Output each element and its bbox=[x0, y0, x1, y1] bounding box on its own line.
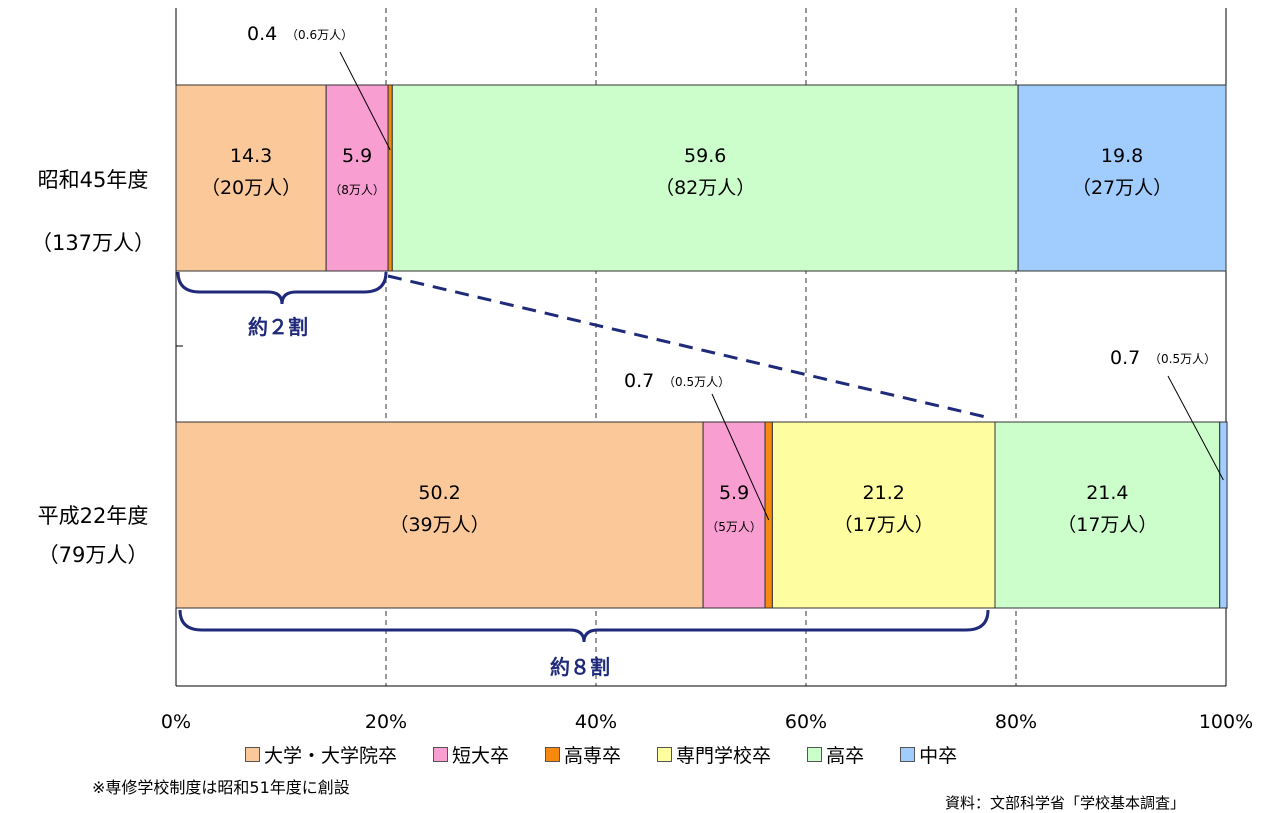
bar-segment bbox=[771, 421, 996, 609]
data-label-count: （5万人） bbox=[706, 520, 762, 534]
bar-segment bbox=[387, 84, 393, 272]
data-label-value: 5.9 bbox=[719, 482, 749, 504]
legend-item: 短大卒 bbox=[433, 741, 509, 768]
data-label-count: （20万人） bbox=[201, 177, 301, 199]
legend-item: 大学・大学院卒 bbox=[245, 741, 397, 768]
data-label-value: 21.4 bbox=[1086, 482, 1128, 504]
x-tick-label: 20% bbox=[365, 711, 407, 733]
source-note: 資料：文部科学省「学校基本調査」 bbox=[945, 794, 1186, 812]
legend-item: 専門学校卒 bbox=[657, 741, 771, 768]
bar-segment bbox=[175, 84, 327, 272]
connector-dashed-line bbox=[387, 274, 991, 420]
data-label-value: 19.8 bbox=[1101, 145, 1143, 167]
bar-segment bbox=[1219, 421, 1228, 609]
bar-segment bbox=[325, 84, 389, 272]
bar-segment bbox=[994, 421, 1221, 609]
legend-swatch bbox=[433, 747, 449, 762]
brace-s45-label: 約２割 bbox=[248, 315, 308, 339]
bar-segment bbox=[702, 421, 766, 609]
legend-label: 高卒 bbox=[826, 745, 865, 767]
category-sublabel: （79万人） bbox=[38, 543, 149, 567]
data-label-value: 59.6 bbox=[684, 145, 726, 167]
x-tick-label: 60% bbox=[785, 711, 827, 733]
data-label-count: （82万人） bbox=[655, 177, 755, 199]
legend-swatch bbox=[245, 747, 260, 762]
x-tick-label: 0% bbox=[161, 711, 191, 733]
brace-s45 bbox=[176, 271, 388, 305]
callout-kosen-s45-count: （0.6万人） bbox=[286, 28, 353, 42]
callout-kosen-s45-leader-line bbox=[339, 51, 391, 151]
brace-h22 bbox=[178, 609, 990, 643]
callout-kosen-h22-count: （0.5万人） bbox=[663, 375, 730, 389]
legend-item: 高専卒 bbox=[545, 741, 621, 768]
data-label-value: 5.9 bbox=[342, 145, 372, 167]
data-label-count: （27万人） bbox=[1072, 177, 1172, 199]
x-tick-label: 100% bbox=[1199, 711, 1253, 733]
data-label-value: 21.2 bbox=[863, 482, 905, 504]
callout-chusotsu-h22-leader-line bbox=[1167, 375, 1224, 481]
legend-label: 中卒 bbox=[919, 745, 958, 767]
legend-swatch bbox=[657, 747, 673, 762]
callout-kosen-h22-value: 0.7 bbox=[624, 370, 654, 392]
x-tick-label: 80% bbox=[995, 711, 1037, 733]
data-label-value: 14.3 bbox=[230, 145, 272, 167]
legend-item: 中卒 bbox=[900, 741, 957, 768]
bar-segment bbox=[1017, 84, 1227, 272]
legend-label: 短大卒 bbox=[452, 745, 510, 767]
brace-h22-label: 約８割 bbox=[550, 655, 610, 679]
callout-chusotsu-h22-value: 0.7 bbox=[1110, 347, 1140, 369]
data-label-count: （17万人） bbox=[1057, 514, 1157, 536]
legend-swatch bbox=[807, 747, 823, 762]
category-label: 平成22年度 bbox=[38, 504, 149, 528]
callout-kosen-h22-leader-line bbox=[711, 393, 770, 521]
legend-label: 大学・大学院卒 bbox=[264, 745, 398, 767]
data-label-count: （8万人） bbox=[329, 183, 385, 197]
legend: 大学・大学院卒 短大卒 高専卒 専門学校卒 高卒 中卒 bbox=[245, 741, 993, 768]
data-label-count: （39万人） bbox=[389, 514, 489, 536]
data-label-value: 50.2 bbox=[418, 482, 460, 504]
x-tick-label: 40% bbox=[575, 711, 617, 733]
callout-kosen-s45-value: 0.4 bbox=[247, 23, 277, 45]
legend-swatch bbox=[545, 747, 561, 762]
stacked-bar-chart: 0% 20% 40% 60% 80% 100% 昭和45年度 （137万人） 14.3 （20万人… bbox=[31, 8, 1253, 733]
data-label-count: （17万人） bbox=[834, 514, 934, 536]
callout-chusotsu-h22-count: （0.5万人） bbox=[1149, 352, 1216, 366]
bar-segment bbox=[391, 84, 1019, 272]
legend-label: 専門学校卒 bbox=[676, 745, 772, 767]
bar-segment bbox=[175, 421, 704, 609]
footnote: ※専修学校制度は昭和51年度に創設 bbox=[92, 778, 350, 797]
category-sublabel: （137万人） bbox=[31, 231, 155, 255]
legend-swatch bbox=[900, 747, 916, 762]
legend-item: 高卒 bbox=[807, 741, 864, 768]
category-label: 昭和45年度 bbox=[38, 168, 149, 192]
legend-label: 高専卒 bbox=[564, 745, 622, 767]
